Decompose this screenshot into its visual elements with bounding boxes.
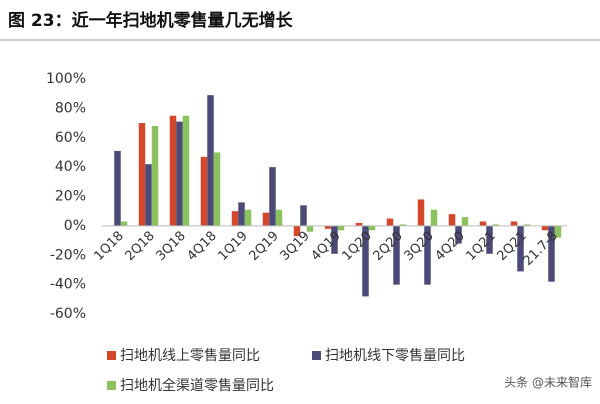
- bar: [455, 225, 462, 244]
- bar: [399, 224, 407, 226]
- bar: [510, 221, 518, 226]
- bar: [213, 152, 221, 226]
- y-tick-label: -40%: [50, 277, 86, 293]
- legend-swatch: [107, 381, 116, 390]
- bar: [293, 225, 301, 237]
- x-tick-label: 2Q20: [370, 229, 405, 264]
- x-tick-label: 4Q20: [432, 229, 467, 264]
- bar: [548, 225, 555, 282]
- legend-label: 扫地机全渠道零售量同比: [120, 377, 274, 394]
- bar: [393, 225, 400, 285]
- bar: [331, 225, 338, 254]
- bar: [262, 212, 270, 226]
- x-tick-label: 1Q19: [215, 229, 250, 264]
- legend-label: 扫地机线上零售量同比: [120, 348, 260, 364]
- bar: [424, 225, 431, 285]
- y-tick-label: -20%: [50, 247, 86, 263]
- bar: [182, 115, 190, 226]
- y-tick-label: 100%: [46, 71, 86, 87]
- bar: [138, 123, 146, 226]
- y-tick-label: 60%: [55, 130, 86, 146]
- bar: [461, 217, 469, 226]
- x-tick-label: 4Q18: [184, 229, 219, 264]
- bar: [417, 199, 425, 226]
- bar: [541, 225, 549, 231]
- legend-label: 扫地机线下零售量同比: [325, 348, 465, 364]
- y-tick-label: 40%: [55, 159, 86, 175]
- y-tick-label: 0%: [64, 218, 86, 234]
- bar: [176, 121, 183, 226]
- x-tick-label: 3Q18: [153, 229, 188, 264]
- bar: [231, 211, 239, 226]
- legend-swatch: [312, 351, 321, 360]
- bar: [275, 209, 283, 226]
- bar: [386, 218, 394, 226]
- x-tick-label: 2Q19: [246, 229, 281, 264]
- x-tick-label: 1Q21: [463, 229, 498, 264]
- x-tick-label: 1Q20: [339, 229, 374, 264]
- bar: [430, 209, 438, 226]
- x-tick-label: 21.7-8: [521, 229, 561, 269]
- bar: [300, 205, 307, 226]
- x-tick-label: 1Q18: [91, 229, 126, 264]
- bar: [120, 221, 128, 226]
- bar: [306, 225, 314, 232]
- bar: [324, 225, 332, 229]
- bar: [486, 225, 493, 254]
- bar: [200, 156, 208, 226]
- bar: [169, 115, 177, 226]
- bar: [244, 209, 252, 226]
- legend-swatch: [107, 351, 116, 360]
- bar: [479, 221, 487, 226]
- bar: [337, 225, 345, 231]
- y-tick-label: 80%: [55, 100, 86, 116]
- watermark: 头条 @未来智库: [504, 375, 592, 390]
- bar: [517, 225, 524, 272]
- bar: [238, 202, 245, 226]
- bar: [523, 224, 531, 226]
- bar: [368, 225, 376, 231]
- bar: [207, 95, 214, 226]
- bar: [554, 225, 562, 238]
- bar: [145, 164, 152, 226]
- bar: [114, 150, 121, 226]
- bar: [362, 225, 369, 297]
- bar: [151, 126, 159, 226]
- bar: [448, 214, 456, 226]
- y-tick-label: -60%: [50, 306, 86, 322]
- x-tick-label: 2Q18: [122, 229, 157, 264]
- bar: [355, 222, 363, 226]
- bar: [492, 224, 500, 226]
- x-tick-label: 4Q19: [308, 229, 343, 264]
- chart-title: 图 23：近一年扫地机零售量几无增长: [8, 10, 294, 31]
- x-tick-label: 3Q20: [401, 229, 436, 264]
- bar: [269, 167, 276, 226]
- y-tick-label: 20%: [55, 189, 86, 205]
